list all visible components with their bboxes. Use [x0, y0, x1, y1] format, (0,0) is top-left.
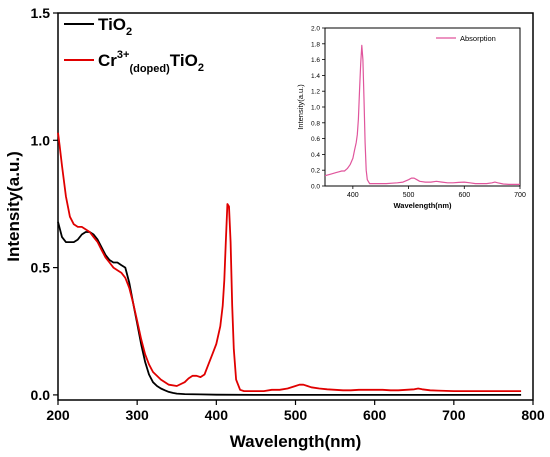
inset-y-tick-label: 0.4 — [311, 152, 320, 159]
inset-x-tick-label: 700 — [514, 192, 526, 199]
inset-y-tick-label: 1.4 — [311, 73, 320, 80]
inset-y-tick-label: 0.8 — [311, 120, 320, 127]
main-series-group — [57, 132, 522, 396]
main-x-tick-label: 200 — [46, 407, 70, 423]
main-x-tick-label: 600 — [363, 407, 387, 423]
main-x-tick-label: 500 — [284, 407, 308, 423]
legend-label-tio2: TiO2 — [98, 15, 132, 38]
inset-x-tick-label: 600 — [458, 192, 470, 199]
inset-y-tick-label: 1.2 — [311, 89, 320, 96]
main-y-tick-label: 0.5 — [31, 260, 51, 276]
inset-x-tick-label: 500 — [403, 192, 415, 199]
series-line-tio2 — [57, 221, 522, 396]
inset-y-tick-label: 0.6 — [311, 136, 320, 143]
inset-y-tick-label: 1.8 — [311, 41, 320, 48]
main-x-tick-label: 700 — [442, 407, 466, 423]
main-y-tick-label: 1.5 — [31, 5, 51, 21]
inset-plot-frame — [324, 27, 521, 187]
main-x-tick-label: 800 — [521, 407, 545, 423]
inset-y-tick-label: 2.0 — [311, 26, 320, 33]
main-y-tick-label: 0.0 — [31, 387, 51, 403]
inset-x-axis-title: Wavelength(nm) — [393, 201, 452, 210]
inset-series-group — [324, 44, 520, 185]
series-line-cr-doped-tio2 — [57, 132, 522, 393]
inset-y-tick-label: 0.0 — [311, 184, 320, 191]
series-line-absorption — [324, 44, 520, 185]
inset-y-tick-label: 1.0 — [311, 105, 320, 112]
inset-ticks: 400 500 600 700 0.0 0.2 0.4 0.6 0.8 1.0 1.2 1.4 1.6 1… — [311, 26, 526, 200]
inset-y-axis-title: Intensity(a.u.) — [296, 84, 305, 130]
main-x-tick-label: 400 — [205, 407, 229, 423]
inset-x-tick-label: 400 — [347, 192, 359, 199]
main-ticks: 200 300 400 500 600 700 800 0.0 0.5 1.0 1.5 — [31, 5, 545, 423]
inset-y-tick-label: 1.6 — [311, 57, 320, 64]
legend-label-cr-doped-tio2: Cr3+(doped)TiO2 — [98, 49, 204, 75]
main-legend: TiO2 Cr3+(doped)TiO2 — [64, 15, 204, 75]
inset-y-tick-label: 0.2 — [311, 168, 320, 175]
main-x-tick-label: 300 — [125, 407, 149, 423]
main-y-tick-label: 1.0 — [31, 132, 51, 148]
inset-legend: Absorption — [436, 34, 496, 43]
main-x-axis-title: Wavelength(nm) — [230, 432, 362, 451]
main-y-axis-title: Intensity(a.u.) — [4, 151, 23, 262]
inset-legend-label-absorption: Absorption — [460, 34, 496, 43]
